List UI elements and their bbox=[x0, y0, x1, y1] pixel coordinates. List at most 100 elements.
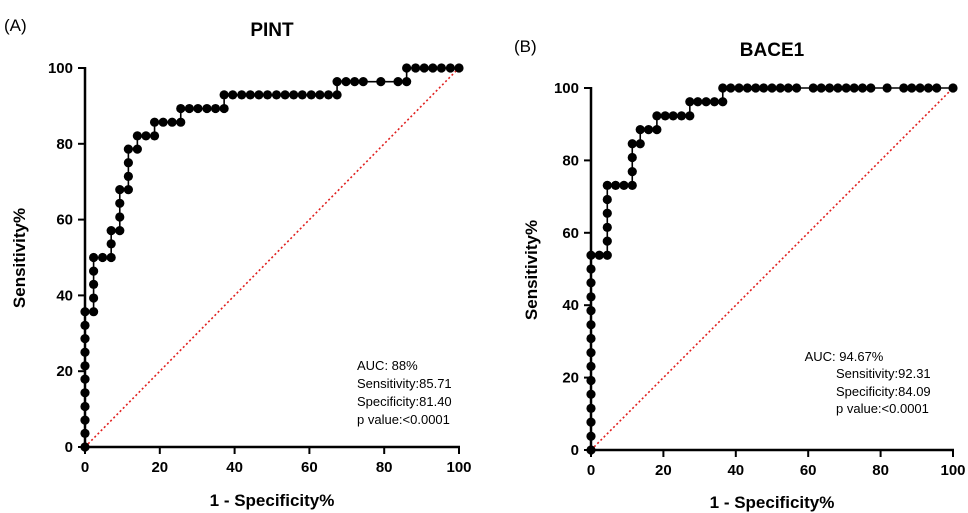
roc-point bbox=[701, 97, 711, 107]
roc-point bbox=[849, 83, 859, 93]
roc-point bbox=[176, 117, 186, 127]
roc-point bbox=[115, 185, 125, 195]
roc-point bbox=[332, 90, 342, 100]
x-tick-label: 40 bbox=[727, 462, 744, 479]
roc-point bbox=[89, 307, 99, 317]
roc-point bbox=[184, 103, 194, 114]
roc-point bbox=[115, 225, 125, 236]
y-axis-ticks: 0 20 40 60 80 100 bbox=[554, 80, 591, 459]
roc-point bbox=[210, 103, 221, 114]
roc-point bbox=[816, 83, 826, 93]
roc-point bbox=[158, 117, 168, 127]
stat-specificity: Specificity:81.40 bbox=[357, 394, 452, 409]
stat-sensitivity: Sensitivity:85.71 bbox=[357, 376, 452, 391]
y-tick-label: 60 bbox=[562, 225, 579, 242]
roc-point bbox=[280, 90, 290, 100]
roc-point bbox=[149, 131, 160, 141]
x-axis-label: 1 - Specificity% bbox=[710, 493, 835, 512]
roc-point bbox=[176, 103, 186, 114]
roc-point bbox=[907, 83, 917, 93]
roc-point bbox=[315, 90, 325, 100]
roc-point bbox=[792, 83, 802, 93]
x-tick-label: 80 bbox=[872, 462, 889, 479]
roc-point bbox=[948, 83, 958, 93]
stat-p-value: p value:<0.0001 bbox=[836, 401, 929, 416]
roc-point bbox=[899, 83, 909, 93]
roc-point bbox=[106, 225, 116, 236]
x-tick-label: 100 bbox=[940, 462, 965, 479]
roc-point bbox=[115, 212, 125, 222]
x-tick-label: 0 bbox=[587, 462, 595, 479]
roc-point bbox=[149, 117, 160, 127]
roc-point bbox=[718, 83, 728, 93]
roc-point bbox=[89, 279, 99, 290]
y-axis-label: Sensitivity% bbox=[10, 208, 29, 308]
roc-point bbox=[652, 125, 662, 135]
roc-point bbox=[866, 83, 876, 93]
roc-point bbox=[202, 103, 212, 114]
roc-point bbox=[915, 83, 925, 93]
y-tick-label: 20 bbox=[562, 370, 579, 387]
roc-point bbox=[619, 180, 629, 190]
roc-point bbox=[132, 131, 142, 141]
y-tick-label: 0 bbox=[571, 442, 579, 459]
roc-point bbox=[402, 63, 412, 73]
roc-point bbox=[808, 83, 818, 93]
panel-bace1: (B) BACE1 0 20 40 60 80 100 0 20 40 60 80 100 1 - … bbox=[514, 37, 966, 512]
stats-box: AUC: 88% Sensitivity:85.71 Specificity:8… bbox=[357, 358, 452, 427]
x-tick-label: 60 bbox=[301, 459, 318, 476]
roc-point bbox=[219, 103, 229, 114]
chart-title-pint: PINT bbox=[250, 20, 294, 41]
roc-point bbox=[306, 90, 316, 100]
roc-point bbox=[602, 180, 612, 190]
roc-point bbox=[602, 250, 612, 260]
roc-point bbox=[932, 83, 942, 93]
roc-point bbox=[742, 83, 752, 93]
x-tick-label: 20 bbox=[655, 462, 672, 479]
x-axis-label: 1 - Specificity% bbox=[210, 491, 335, 510]
y-tick-label: 80 bbox=[56, 136, 73, 153]
stat-specificity: Specificity:84.09 bbox=[836, 384, 931, 399]
roc-point bbox=[167, 117, 177, 127]
roc-point bbox=[89, 266, 99, 276]
y-tick-label: 100 bbox=[48, 60, 73, 77]
stats-box: AUC: 94.67% Sensitivity:92.31 Specificit… bbox=[805, 349, 931, 416]
roc-point bbox=[115, 198, 125, 208]
y-tick-label: 40 bbox=[56, 287, 73, 304]
roc-point bbox=[445, 63, 455, 73]
roc-point bbox=[254, 90, 264, 100]
roc-point bbox=[454, 63, 464, 73]
roc-point bbox=[123, 185, 133, 195]
roc-point bbox=[660, 111, 670, 121]
roc-point bbox=[419, 63, 429, 73]
stat-auc: AUC: 94.67% bbox=[805, 349, 884, 364]
plot-area-bace1: 0 20 40 60 80 100 0 20 40 60 80 100 bbox=[554, 80, 966, 479]
roc-point bbox=[594, 250, 604, 260]
roc-curve-points bbox=[80, 63, 464, 452]
roc-point bbox=[775, 83, 785, 93]
roc-point bbox=[693, 97, 703, 107]
roc-point bbox=[602, 236, 612, 246]
roc-point bbox=[652, 111, 662, 121]
y-tick-label: 20 bbox=[56, 363, 73, 380]
roc-point bbox=[668, 111, 678, 121]
roc-point bbox=[297, 90, 307, 100]
panel-label-b: (B) bbox=[514, 37, 537, 56]
roc-point bbox=[332, 77, 342, 87]
roc-point bbox=[271, 90, 282, 100]
y-tick-label: 80 bbox=[562, 152, 579, 169]
x-tick-label: 40 bbox=[226, 459, 243, 476]
roc-point bbox=[824, 83, 835, 93]
roc-point bbox=[759, 83, 769, 93]
x-tick-label: 80 bbox=[376, 459, 393, 476]
roc-point bbox=[428, 63, 438, 73]
reference-diagonal-line bbox=[84, 67, 460, 448]
plot-area-pint: 0 20 40 60 80 100 0 20 40 60 80 100 bbox=[48, 60, 472, 476]
roc-point bbox=[123, 171, 133, 181]
stat-auc: AUC: 88% bbox=[357, 358, 418, 373]
roc-curve-points bbox=[586, 83, 958, 455]
roc-point bbox=[358, 77, 368, 87]
roc-point bbox=[718, 97, 728, 107]
roc-point bbox=[643, 125, 654, 135]
roc-point bbox=[841, 83, 851, 93]
